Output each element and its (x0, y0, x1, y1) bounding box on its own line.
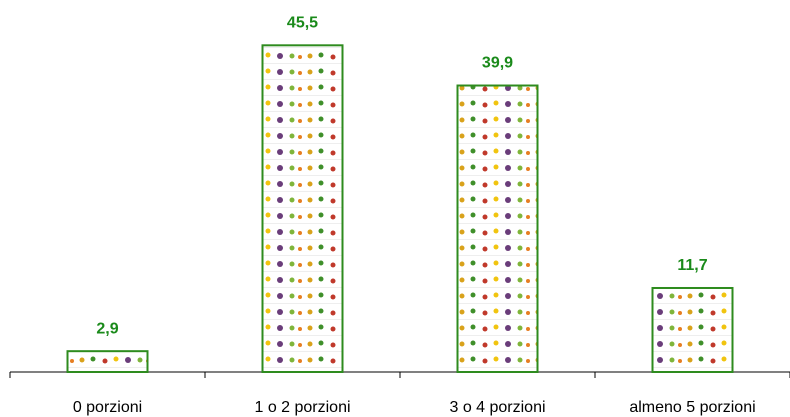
value-label: 45,5 (287, 15, 318, 32)
value-label: 39,9 (482, 55, 513, 72)
bar (261, 44, 344, 374)
x-tick-label: 0 porzioni (73, 399, 142, 416)
value-label: 11,7 (677, 257, 707, 274)
x-tick-label: 3 o 4 porzioni (449, 399, 545, 416)
x-tick-label: almeno 5 porzioni (629, 399, 755, 416)
bar (651, 286, 734, 373)
bar (66, 350, 149, 374)
bar (456, 84, 539, 373)
value-label: 2,9 (96, 320, 118, 337)
x-tick-label: 1 o 2 porzioni (254, 399, 350, 416)
